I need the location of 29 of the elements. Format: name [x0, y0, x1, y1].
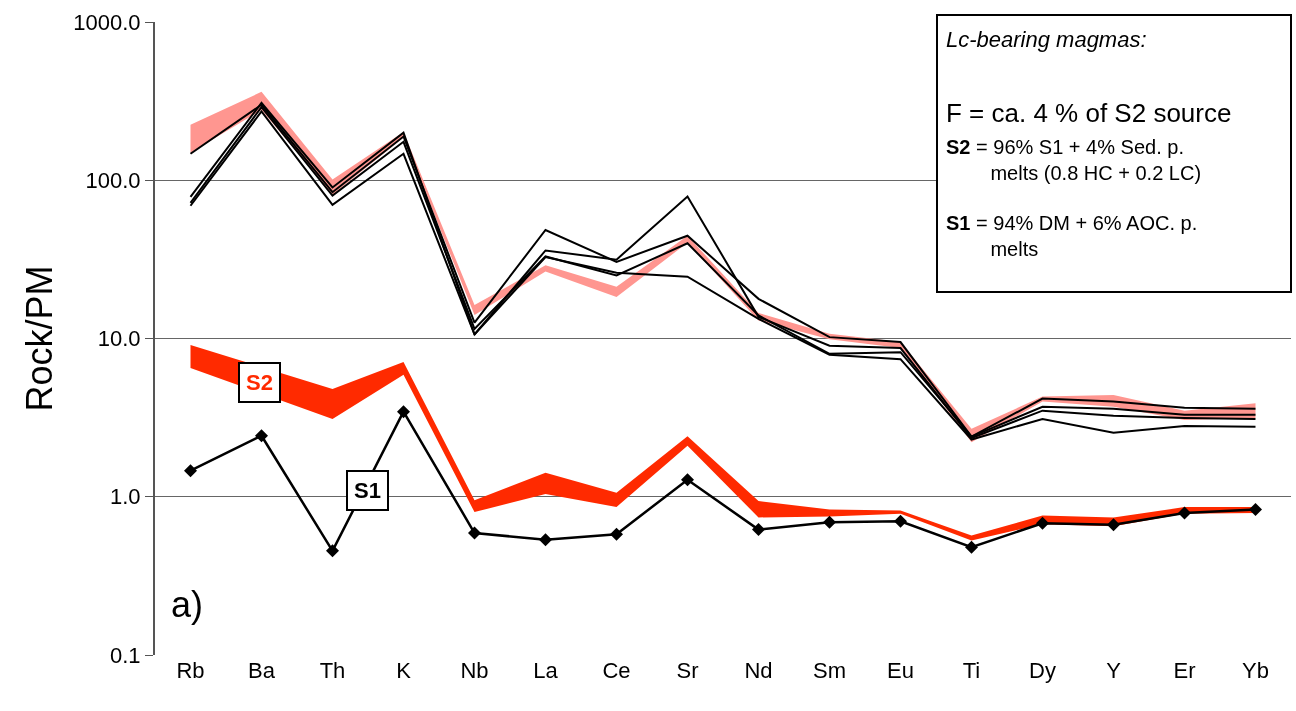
- x-tick-label: Rb: [176, 658, 205, 683]
- x-tick-label: Ba: [248, 658, 276, 683]
- annotation: F = ca. 4 % of S2 source: [946, 98, 1232, 128]
- y-tick-label: 1.0: [110, 484, 141, 510]
- x-tick-label: Sm: [813, 658, 846, 683]
- y-axis-title: Rock/PM: [18, 265, 60, 412]
- x-tick-label: La: [533, 658, 559, 683]
- x-tick-label: Ce: [602, 658, 631, 683]
- y-tick-label: 10.0: [97, 326, 141, 352]
- x-tick-label: Eu: [887, 658, 914, 683]
- y-tick-label: 0.1: [110, 642, 141, 668]
- x-tick-label: Nb: [460, 658, 489, 683]
- annotation: S2 = 96% S1 + 4% Sed. p. melts (0.8 HC + 0.2 LC): [946, 136, 1202, 184]
- annotation: S1 = 94% DM + 6% AOC. p. melts: [946, 212, 1198, 260]
- y-tick-label: 100.0: [85, 167, 141, 193]
- x-tick-label: Th: [319, 658, 346, 683]
- legend-label: S2: [246, 370, 273, 395]
- y-tick-label: 1000.0: [73, 9, 141, 35]
- annotation: a): [171, 584, 204, 625]
- x-tick-label: Sr: [676, 658, 699, 683]
- x-tick-label: Nd: [744, 658, 773, 683]
- x-tick-label: Ti: [962, 658, 981, 683]
- x-tick-label: Er: [1173, 658, 1196, 683]
- annotation: Lc-bearing magmas:: [946, 27, 1147, 52]
- x-tick-label: Y: [1106, 658, 1122, 683]
- x-tick-label: Yb: [1242, 658, 1269, 683]
- x-tick-label: K: [396, 658, 412, 683]
- x-tick-label: Dy: [1029, 658, 1056, 683]
- series-label: S1: [354, 478, 381, 503]
